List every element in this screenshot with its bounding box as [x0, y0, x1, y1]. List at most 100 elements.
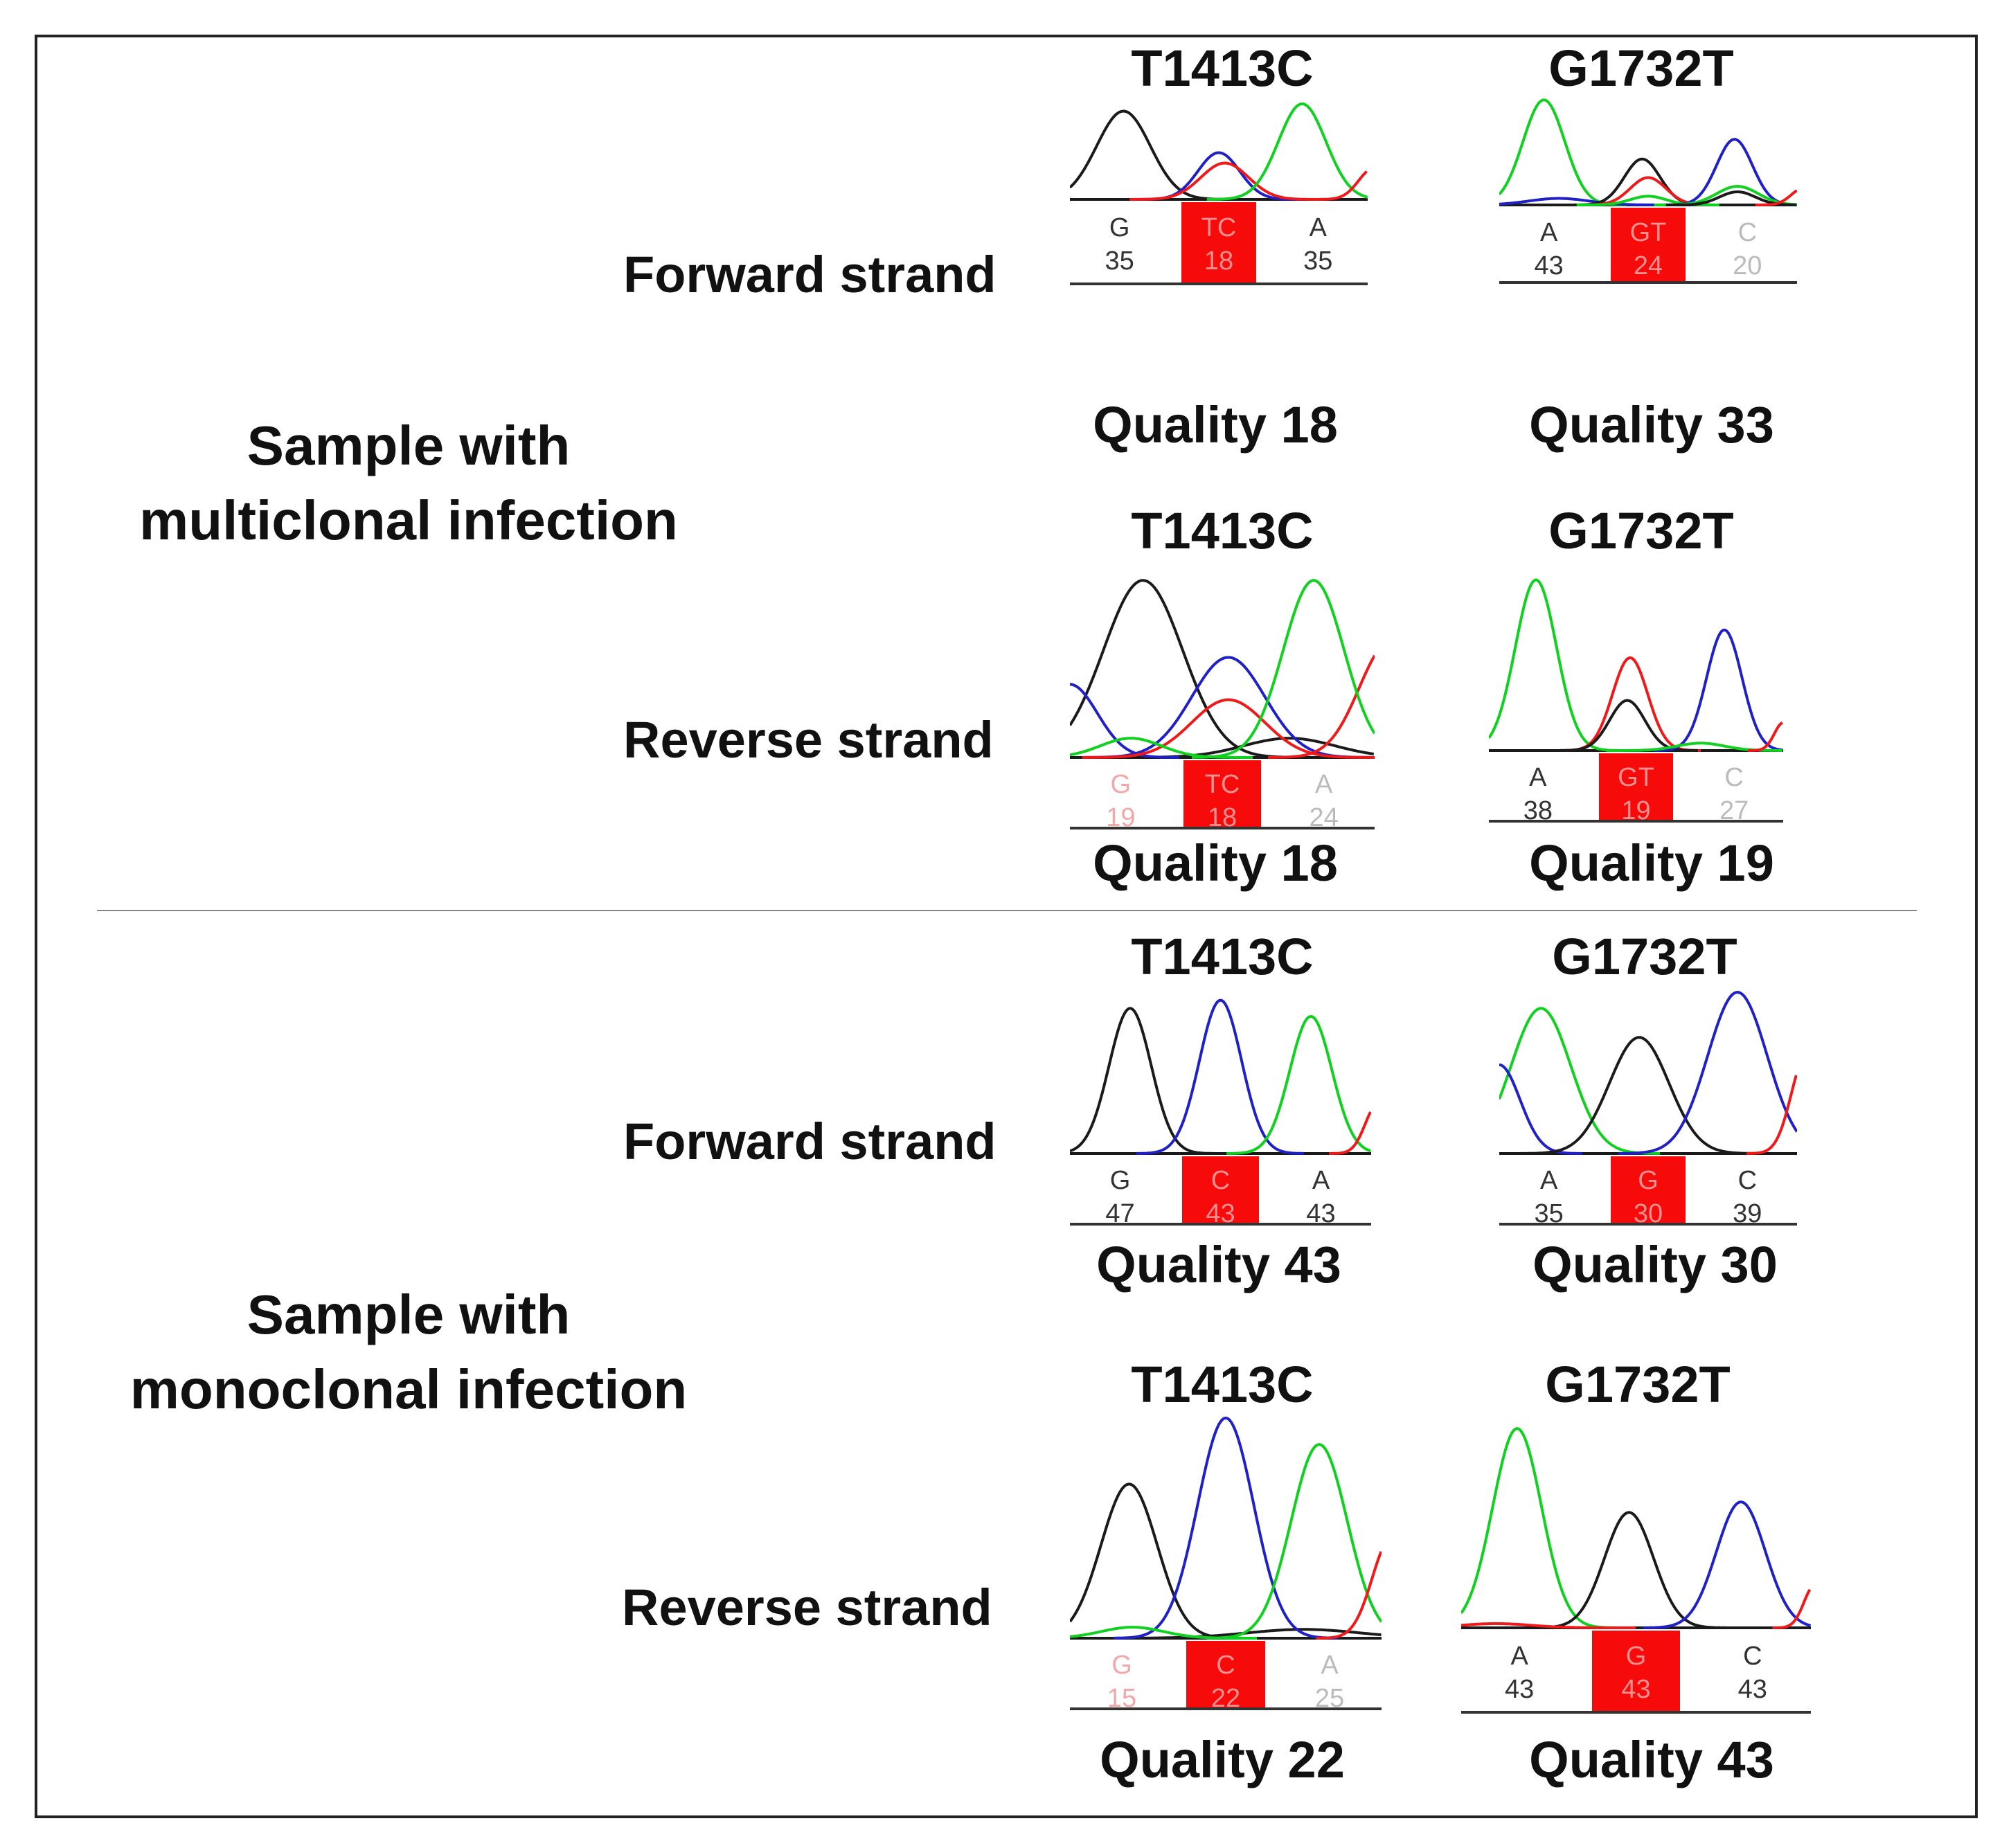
- base-score: 15: [1107, 1683, 1137, 1713]
- quality-label: Quality 18: [1093, 396, 1338, 454]
- base-letter: A: [1314, 770, 1333, 799]
- base-score: 19: [1106, 802, 1136, 832]
- trace-peak-red: [1329, 1111, 1371, 1155]
- trace-peak-green: [1461, 1427, 1615, 1629]
- group-title-line1: Sample with: [247, 1284, 571, 1345]
- base-score: 18: [1204, 246, 1234, 276]
- base-call-cell: A 43: [1461, 1631, 1578, 1711]
- trace-peak-blue: [1618, 990, 1797, 1155]
- trace-peak-blue: [1499, 197, 1678, 206]
- base-letter: A: [1312, 1166, 1330, 1195]
- trace-peak-blue: [1114, 1416, 1338, 1640]
- trace-peak-black: [1070, 1482, 1240, 1640]
- base-letter: G: [1110, 770, 1132, 799]
- chromatogram-panel: G 15 C 22 A 25: [1070, 1412, 1382, 1713]
- base-call-cell: G 47: [1070, 1156, 1170, 1228]
- trace-peak-green: [1206, 102, 1368, 201]
- base-letter: G: [1111, 1651, 1132, 1680]
- base-score: 19: [1621, 796, 1651, 825]
- strand-label-forward: Forward strand: [623, 246, 996, 303]
- trace-peak-green: [1489, 578, 1618, 752]
- trace-peak-blue: [1654, 628, 1783, 752]
- base-call-cell: GT 19: [1598, 753, 1674, 825]
- base-letter: A: [1539, 1166, 1558, 1195]
- mutation-heading: T1413C: [1131, 928, 1314, 985]
- base-score: 38: [1523, 796, 1553, 825]
- base-score: 24: [1633, 251, 1663, 280]
- base-letter: C: [1724, 763, 1744, 792]
- trace-peak-green: [1070, 1626, 1257, 1640]
- trace-peak-red: [1461, 1622, 1636, 1629]
- base-call-cell: A 43: [1271, 1156, 1371, 1228]
- mutation-heading: T1413C: [1131, 1356, 1314, 1413]
- base-letter: G: [1109, 213, 1130, 242]
- base-score: 35: [1534, 1199, 1564, 1228]
- mutation-heading: G1732T: [1548, 39, 1734, 97]
- trace-peak-green: [1499, 1007, 1660, 1155]
- chromatogram-trace: [1499, 98, 1797, 284]
- base-call-cell: G 19: [1070, 760, 1172, 832]
- base-call-cell: A 24: [1273, 760, 1375, 832]
- chromatogram-trace: [1070, 1416, 1382, 1710]
- strand-label-forward: Forward strand: [623, 1113, 996, 1170]
- strand-label-reverse: Reverse strand: [623, 711, 994, 769]
- base-call-cell: A 43: [1499, 208, 1598, 281]
- base-letter: GT: [1629, 218, 1667, 247]
- base-call-cell: GT 24: [1610, 208, 1686, 281]
- base-letter: A: [1309, 213, 1327, 242]
- base-letter: C: [1210, 1166, 1231, 1195]
- trace-peak-black: [1070, 1007, 1214, 1155]
- base-score: 39: [1733, 1199, 1762, 1228]
- mutation-heading: G1732T: [1552, 928, 1737, 985]
- chromatogram-panel: A 43 G 43 C 43: [1461, 1412, 1811, 1714]
- base-score: 22: [1210, 1683, 1241, 1713]
- trace-peak-red: [1316, 1551, 1382, 1640]
- trace-peak-blue: [1663, 138, 1796, 206]
- trace-peak-red: [1748, 721, 1783, 752]
- base-letter: TC: [1204, 770, 1240, 799]
- trace-peak-green: [1070, 737, 1253, 759]
- base-call-cell: G 35: [1070, 202, 1169, 282]
- trace-peak-black: [1070, 109, 1231, 201]
- base-call-cell: C 43: [1182, 1156, 1259, 1228]
- chromatogram-panel: G 47 C 43 A 43: [1070, 987, 1371, 1228]
- base-score: 43: [1206, 1199, 1235, 1228]
- chromatogram-trace: [1499, 990, 1797, 1226]
- trace-peak-red: [1082, 698, 1375, 759]
- trace-peak-blue: [1643, 1500, 1811, 1629]
- trace-peak-green: [1226, 1014, 1371, 1155]
- chromatogram-panel: A 43 GT 24 C 20: [1499, 90, 1797, 284]
- base-letter: TC: [1201, 213, 1237, 242]
- trace-peak-red: [1772, 1588, 1811, 1629]
- mutation-heading: G1732T: [1548, 502, 1734, 559]
- base-call-cell: C 22: [1186, 1641, 1265, 1713]
- base-score: 43: [1306, 1199, 1336, 1228]
- chromatogram-panel: G 19 TC 18 A 24: [1070, 559, 1375, 832]
- base-score: 43: [1621, 1674, 1651, 1704]
- base-letter: G: [1638, 1166, 1659, 1195]
- base-letter: A: [1321, 1651, 1339, 1680]
- trace-peak-green: [1192, 579, 1375, 759]
- base-letter: C: [1216, 1651, 1235, 1680]
- trace-peak-green: [1207, 1443, 1382, 1640]
- base-letter: A: [1529, 763, 1547, 792]
- base-score: 24: [1309, 802, 1339, 832]
- base-score: 47: [1105, 1199, 1135, 1228]
- base-letter: G: [1625, 1642, 1647, 1671]
- base-call-cell: G 43: [1591, 1631, 1681, 1711]
- base-letter: G: [1109, 1166, 1131, 1195]
- strand-label-reverse: Reverse strand: [622, 1579, 992, 1636]
- chromatogram-panel: G 35 TC 18 A 35: [1070, 90, 1368, 285]
- quality-label: Quality 30: [1532, 1236, 1778, 1293]
- trace-peak-black: [1520, 1036, 1759, 1155]
- quality-label: Quality 22: [1100, 1731, 1345, 1788]
- trace-peak-blue: [1135, 151, 1302, 201]
- chromatogram-panel: A 35 G 30 C 39: [1499, 987, 1797, 1228]
- base-call-cell: G 30: [1610, 1156, 1686, 1228]
- base-letter: A: [1510, 1642, 1528, 1671]
- base-call-cell: C 20: [1698, 208, 1797, 281]
- chromatogram-trace: [1070, 579, 1375, 829]
- trace-peak-blue: [1136, 998, 1304, 1155]
- figure-frame: [35, 35, 1978, 1818]
- trace-peak-blue: [1070, 683, 1179, 759]
